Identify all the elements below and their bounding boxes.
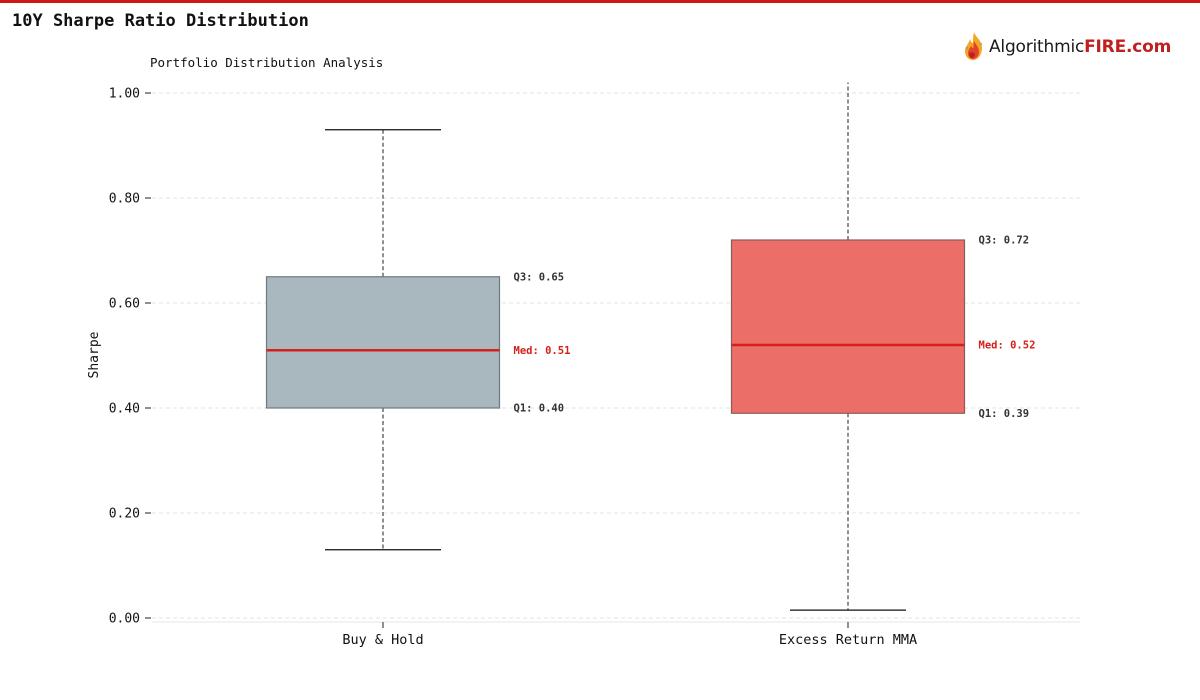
y-axis: 0.00 0.20 0.40 0.60 0.80 1.00 [109,87,151,627]
x-category-label: Excess Return MMA [779,632,917,648]
y-axis-label: Sharpe [87,331,102,378]
top-accent-bar [0,0,1200,3]
iqr-box [730,239,966,414]
y-tick-label: 1.00 [109,87,140,102]
logo-text-accent: FIRE.com [1084,37,1172,57]
brand-logo: AlgorithmicFIRE.com [961,31,1171,63]
y-tick-label: 0.00 [109,612,140,627]
x-category-label: Buy & Hold [342,632,423,648]
box-group-2: Q3: 0.72 Med: 0.52 Q1: 0.39 [730,82,1036,611]
box-group-1: Q3: 0.65 Med: 0.51 Q1: 0.40 [265,129,571,551]
logo-text: AlgorithmicFIRE.com [989,37,1171,57]
q1-label: Q1: 0.39 [979,408,1030,420]
q3-label: Q3: 0.65 [514,271,565,283]
boxes: Q3: 0.65 Med: 0.51 Q1: 0.40 Q3: 0.72 Med: 0.… [265,82,1036,611]
flame-icon [965,32,982,60]
page-title: 10Y Sharpe Ratio Distribution [12,11,309,31]
chart-subtitle: Portfolio Distribution Analysis [150,55,383,70]
logo-text-main: Algorithmic [989,37,1085,57]
x-axis: Buy & Hold Excess Return MMA [342,622,917,648]
y-tick-label: 0.60 [109,297,140,312]
y-tick-label: 0.20 [109,507,140,522]
y-tick-label: 0.40 [109,402,140,417]
iqr-box [265,276,501,409]
y-tick-label: 0.80 [109,192,140,207]
median-label: Med: 0.52 [979,340,1036,352]
q1-label: Q1: 0.40 [514,403,565,415]
q3-label: Q3: 0.72 [979,235,1030,247]
median-label: Med: 0.51 [514,345,571,357]
